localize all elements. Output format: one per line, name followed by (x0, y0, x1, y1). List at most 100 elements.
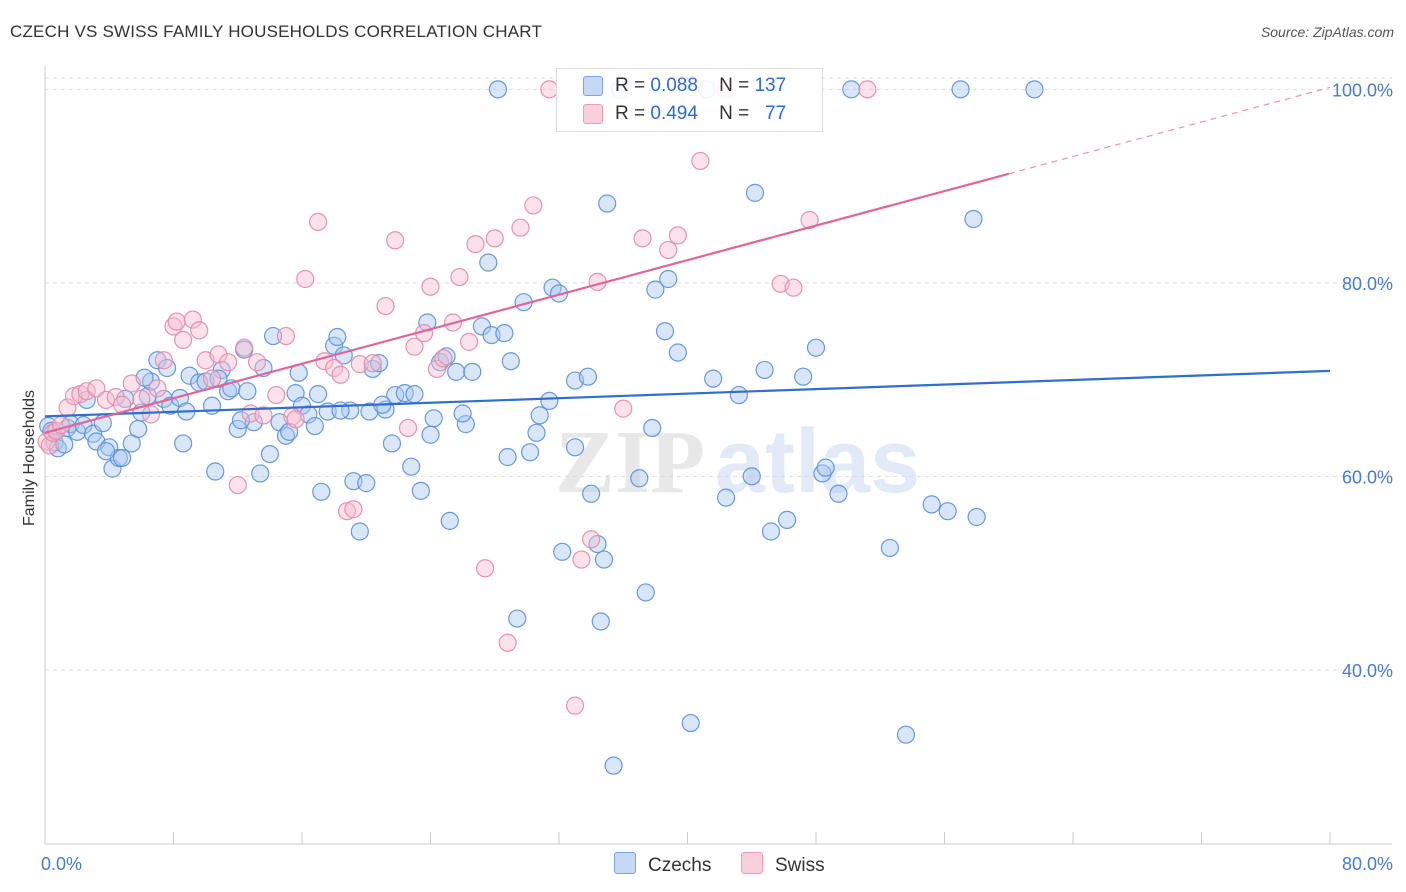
swiss-point-43 (350, 355, 369, 374)
swiss-point-52 (434, 349, 453, 368)
swiss-point-35 (286, 410, 305, 429)
swiss-point-50 (421, 277, 440, 296)
czech-point-53 (308, 385, 328, 404)
czech-point-145 (231, 411, 251, 430)
axes (44, 66, 1392, 845)
czech-point-90 (520, 443, 540, 462)
swiss-point-54 (450, 267, 469, 287)
swiss-point-64 (572, 550, 591, 569)
czech-point-120 (794, 367, 813, 386)
czech-point-19 (129, 419, 148, 439)
swiss-point-59 (498, 633, 517, 652)
czech-point-72 (411, 481, 430, 500)
czech-point-23 (148, 351, 167, 370)
czech-point-146 (421, 425, 440, 444)
czech-point-143 (305, 416, 324, 436)
swiss-point-70 (668, 226, 687, 245)
czech-point-77 (440, 511, 459, 530)
swiss-point-63 (565, 696, 585, 715)
czech-point-134 (755, 360, 774, 380)
czech-point-107 (655, 322, 675, 341)
czech-point-92 (540, 391, 559, 410)
swiss-point-16 (148, 379, 167, 398)
swiss-point-25 (209, 345, 228, 364)
chart-title: CZECH VS SWISS FAMILY HOUSEHOLDS CORRELA… (10, 22, 543, 41)
czech-point-126 (880, 538, 899, 558)
swiss-point-21 (183, 310, 202, 329)
swiss-point-28 (235, 338, 254, 357)
czech-point-87 (501, 352, 520, 371)
swiss-point-51 (427, 359, 447, 379)
czech-point-42 (251, 464, 270, 483)
legend-swiss-r-value: 0.494 (650, 103, 698, 124)
y-tick-label-2: 80.0% (1342, 274, 1393, 294)
swiss-point-22 (190, 321, 209, 340)
swiss-point-20 (174, 330, 193, 350)
czech-point-124 (829, 484, 848, 503)
swiss-point-75 (800, 210, 819, 230)
swiss-point-9 (87, 379, 106, 398)
czech-point-62 (357, 474, 376, 493)
czech-point-94 (553, 542, 572, 561)
swiss-point-17 (154, 351, 173, 370)
swiss-point-47 (398, 418, 418, 438)
czech-point-28 (174, 434, 193, 453)
czech-point-130 (951, 80, 970, 99)
czech-point-85 (488, 80, 508, 99)
swiss-point-76 (858, 80, 877, 99)
swiss-point-44 (363, 354, 382, 373)
czech-point-119 (777, 510, 797, 529)
czech-point-110 (668, 343, 687, 362)
czech-point-135 (565, 438, 585, 457)
czech-point-111 (681, 713, 700, 733)
bottom-legend-czech[interactable]: Czechs (614, 852, 711, 877)
swiss-point-31 (254, 406, 273, 425)
swiss-point-55 (459, 332, 479, 351)
czech-point-86 (498, 447, 517, 467)
bottom-legend-swiss[interactable]: Swiss (741, 852, 825, 877)
y-tick-label-0: 40.0% (1342, 661, 1393, 681)
czech-point-97 (578, 367, 598, 386)
czech-point-78 (447, 362, 466, 381)
y-tick-label-1: 60.0% (1342, 467, 1393, 487)
swiss-point-42 (344, 500, 363, 519)
legend-swatch-czech (583, 76, 603, 96)
czech-point-84 (495, 324, 514, 343)
swiss-point-67 (614, 399, 633, 418)
czech-point-105 (630, 469, 649, 488)
legend-czech-n-label: N = (719, 75, 750, 96)
czech-point-127 (896, 725, 916, 744)
czech-point-74 (424, 409, 443, 428)
legend-czech-n-value: 137 (754, 75, 787, 96)
czech-point-140 (96, 442, 116, 461)
swiss-point-74 (784, 278, 803, 297)
czech-point-82 (479, 253, 498, 272)
czech-point-128 (922, 495, 941, 514)
czech-point-136 (453, 404, 472, 423)
swiss-point-40 (331, 365, 350, 384)
czech-point-16 (112, 448, 132, 468)
czech-point-125 (842, 80, 861, 99)
bottom-legend-label-czech: Czechs (648, 855, 712, 876)
swiss-point-48 (405, 337, 424, 356)
czech-point-122 (813, 464, 832, 483)
czech-point-117 (745, 183, 765, 202)
tick-labels: 40.0% 60.0% 80.0% 100.0% 0.0% 80.0% (41, 80, 1393, 874)
swiss-point-69 (659, 240, 678, 260)
czech-point-129 (938, 502, 957, 521)
czech-point-144 (530, 406, 549, 425)
swiss-trend-extension (1008, 86, 1331, 175)
czech-point-61 (350, 522, 369, 541)
stats-legend: R = 0.088 N = 137 R = 0.494 N = 77 (556, 68, 823, 132)
czech-point-114 (716, 488, 736, 507)
czech-point-116 (742, 467, 761, 486)
swiss-point-65 (582, 530, 601, 549)
swiss-point-45 (376, 296, 395, 316)
swiss-point-19 (167, 312, 186, 331)
swiss-point-41 (337, 502, 357, 521)
swiss-point-18 (164, 317, 183, 336)
czech-point-70 (402, 457, 421, 476)
swiss-point-24 (202, 369, 222, 388)
legend-czech-r-value: 0.088 (650, 75, 698, 96)
czech-point-26 (161, 396, 180, 415)
